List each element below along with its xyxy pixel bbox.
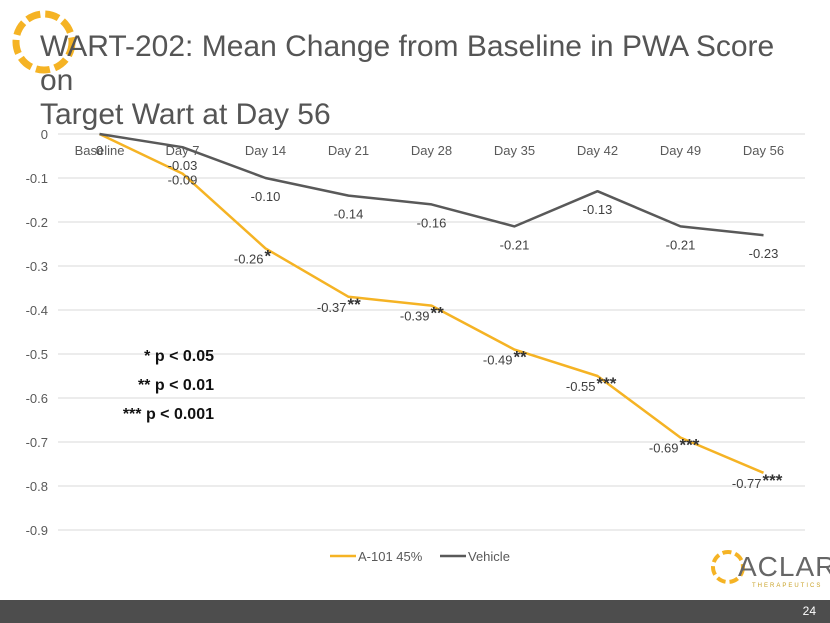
vehicle-data-label: -0.13 (583, 202, 613, 217)
y-tick-label: -0.2 (26, 215, 48, 230)
legend-label: A-101 45% (358, 549, 423, 564)
line-chart: 0 -0.1 -0.2 -0.3 -0.4 -0.5 -0.6 -0.7 -0.8 -0.9 Bas… (26, 127, 805, 564)
page-number: 24 (802, 604, 816, 618)
y-tick-label: 0 (41, 127, 48, 142)
logo-ring-icon (711, 550, 745, 584)
x-tick-label: Day 35 (494, 143, 535, 158)
vehicle-data-label: -0.10 (251, 189, 281, 204)
a101-data-label: -0.37 (317, 300, 347, 315)
slide-title-line-1: WART-202: Mean Change from Baseline in P… (40, 30, 775, 97)
significance-line-3: *** p < 0.001 (122, 406, 214, 423)
y-tick-label: -0.8 (26, 479, 48, 494)
brand-subtitle: THERAPEUTICS (752, 583, 823, 589)
vehicle-data-label: -0.03 (168, 158, 198, 173)
vehicle-data-label: -0.21 (666, 237, 696, 252)
significance-star: *** (597, 374, 617, 393)
y-tick-label: -0.1 (26, 171, 48, 186)
decorative-ring-icon (12, 10, 76, 74)
vehicle-data-label: -0.16 (417, 215, 447, 230)
vehicle-data-label: -0.14 (334, 207, 364, 222)
x-tick-label: Day 56 (743, 143, 784, 158)
y-tick-label: -0.6 (26, 391, 48, 406)
vehicle-data-label: -0.23 (749, 246, 779, 261)
x-tick-label: Day 42 (577, 143, 618, 158)
significance-legend: * p < 0.05 ** p < 0.01 *** p < 0.001 (104, 347, 214, 434)
x-tick-label: Baseline (75, 143, 125, 158)
legend-label: Vehicle (468, 549, 510, 564)
y-tick-label: -0.9 (26, 523, 48, 538)
a101-data-label: -0.49 (483, 353, 513, 368)
footer-bar: 24 (0, 600, 830, 623)
significance-star: ** (348, 295, 362, 314)
significance-star: *** (763, 471, 783, 490)
a101-data-label: -0.77 (732, 476, 762, 491)
x-tick-label: Day 28 (411, 143, 452, 158)
a101-data-label: -0.55 (566, 379, 596, 394)
y-tick-label: -0.5 (26, 347, 48, 362)
a101-data-label: -0.69 (649, 441, 679, 456)
significance-star: *** (680, 436, 700, 455)
vehicle-data-label: 0 (96, 143, 103, 158)
a101-data-label: -0.26 (234, 251, 264, 266)
significance-line-2: ** p < 0.01 (137, 377, 214, 394)
slide-title: WART-202: Mean Change from Baseline in P… (40, 30, 800, 132)
significance-star: ** (431, 304, 445, 323)
x-tick-label: Day 49 (660, 143, 701, 158)
y-tick-label: -0.7 (26, 435, 48, 450)
significance-star: ** (514, 348, 528, 367)
significance-line-1: * p < 0.05 (144, 348, 214, 365)
significance-star: * (265, 246, 272, 265)
vehicle-series-line (99, 132, 764, 237)
brand-name: ACLARIS (738, 551, 830, 582)
company-logo: ACLARIS THERAPEUTICS (708, 545, 830, 595)
y-tick-label: -0.4 (26, 303, 48, 318)
a101-data-label: -0.39 (400, 309, 430, 324)
vehicle-data-label: -0.21 (500, 237, 530, 252)
y-tick-label: -0.3 (26, 259, 48, 274)
a101-data-label: -0.09 (168, 173, 198, 188)
a101-series-line (98, 132, 764, 474)
x-tick-label: Day 14 (245, 143, 286, 158)
x-tick-label: Day 21 (328, 143, 369, 158)
slide-title-line-2: Target Wart at Day 56 (40, 98, 331, 131)
